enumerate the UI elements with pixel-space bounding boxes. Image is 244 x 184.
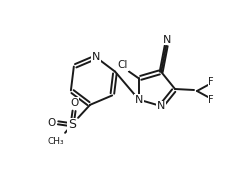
Text: F: F: [208, 77, 214, 87]
Text: S: S: [68, 118, 76, 131]
Text: O: O: [70, 98, 78, 108]
Text: N: N: [163, 35, 171, 45]
Text: O: O: [47, 118, 55, 128]
Text: N: N: [92, 52, 100, 62]
Text: F: F: [208, 95, 214, 105]
Text: N: N: [135, 95, 143, 105]
Text: N: N: [157, 101, 165, 111]
Text: Cl: Cl: [118, 60, 128, 70]
Text: CH₃: CH₃: [48, 137, 64, 146]
